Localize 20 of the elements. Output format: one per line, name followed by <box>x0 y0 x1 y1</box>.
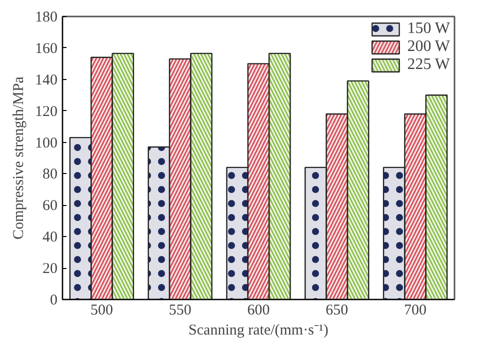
y-tick-label: 140 <box>35 72 58 88</box>
legend-label: 225 W <box>407 56 450 74</box>
y-axis-title: Compressive strength/MPa <box>11 76 27 240</box>
legend-label: 200 W <box>407 38 450 56</box>
y-tick-label: 0 <box>50 292 58 308</box>
x-tick-label: 650 <box>326 302 348 318</box>
y-tick-label: 120 <box>35 104 58 120</box>
y-tick-label: 180 <box>35 10 58 26</box>
y-tick-label: 20 <box>42 261 58 278</box>
x-axis-title: Scanning rate/(mm·s⁻¹) <box>188 322 328 338</box>
x-tick-label: 500 <box>90 302 113 318</box>
y-tick-label: 100 <box>35 135 58 152</box>
y-tick-label: 40 <box>42 230 58 246</box>
y-tick-label: 160 <box>35 40 58 57</box>
y-tick-label: 60 <box>42 198 58 214</box>
x-tick-label: 550 <box>168 302 192 318</box>
x-tick-label: 700 <box>404 302 427 318</box>
x-tick-label: 600 <box>247 302 270 318</box>
legend-label: 150 W <box>407 20 450 38</box>
y-tick-label: 80 <box>42 166 58 183</box>
